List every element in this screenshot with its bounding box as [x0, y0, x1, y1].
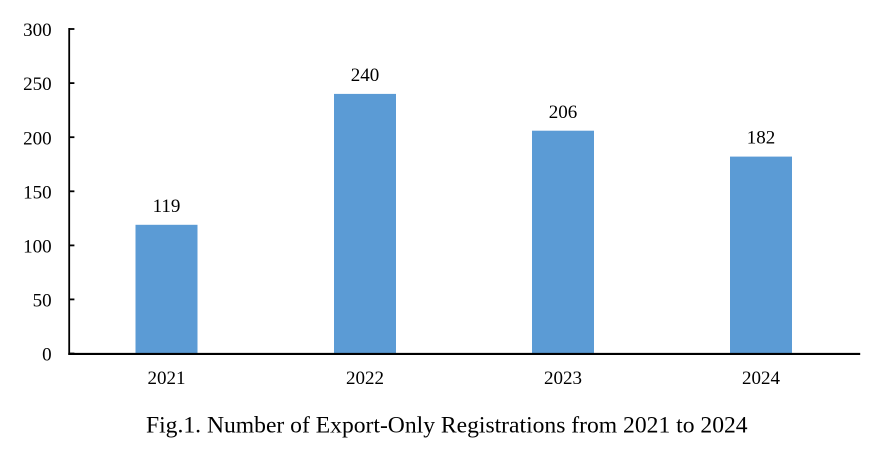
svg-text:0: 0	[42, 345, 52, 366]
svg-text:119: 119	[153, 196, 181, 217]
svg-text:200: 200	[23, 128, 52, 149]
svg-text:50: 50	[33, 291, 52, 312]
svg-text:2023: 2023	[544, 368, 582, 389]
svg-text:Fig.1. Number of Export-Only R: Fig.1. Number of Export-Only Registratio…	[146, 413, 748, 439]
svg-text:240: 240	[351, 65, 380, 86]
svg-text:250: 250	[23, 74, 52, 95]
svg-text:206: 206	[549, 102, 578, 123]
svg-text:150: 150	[23, 182, 52, 203]
svg-text:182: 182	[747, 128, 776, 149]
svg-text:2024: 2024	[742, 368, 781, 389]
svg-text:2021: 2021	[148, 368, 186, 389]
svg-text:100: 100	[23, 237, 52, 258]
svg-text:300: 300	[23, 20, 52, 41]
svg-text:2022: 2022	[346, 368, 384, 389]
